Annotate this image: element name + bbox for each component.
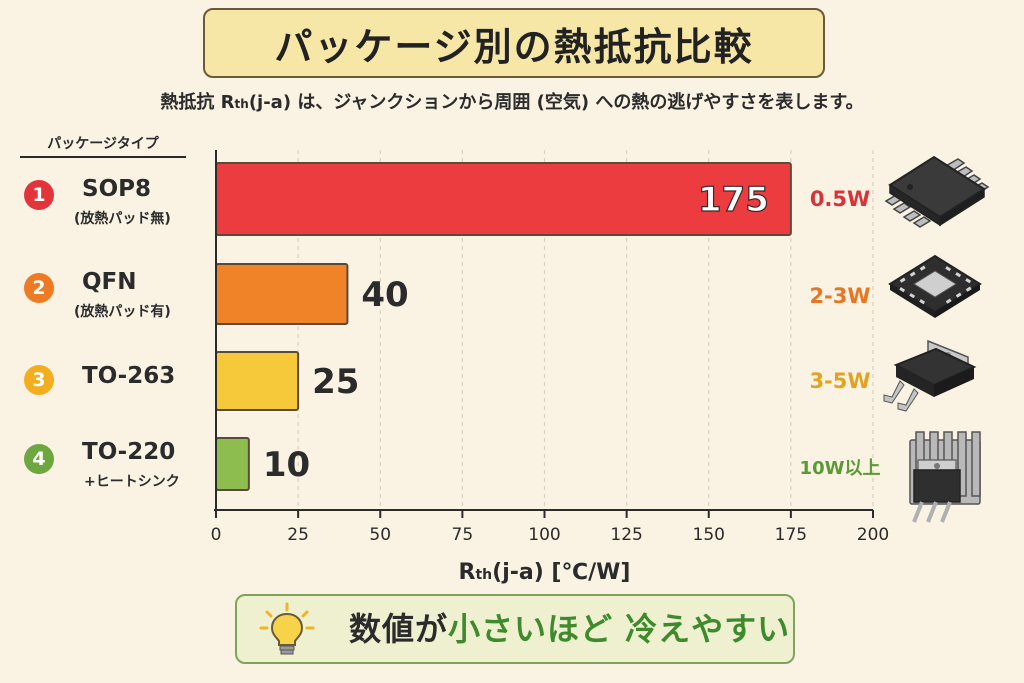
category-name: TO-263 xyxy=(82,363,176,389)
x-tick-label: 200 xyxy=(857,525,889,545)
data-label: 10 xyxy=(263,445,310,485)
power-rating-sop8: 0.5W xyxy=(809,187,871,211)
number-badge: 3 xyxy=(24,365,54,395)
category-sop8: 1 SOP8 (放熱パッド無) xyxy=(24,170,224,234)
category-note: (放熱パッド無) xyxy=(74,211,171,227)
power-rating-qfn: 2-3W xyxy=(809,284,871,308)
package-type-header: パッケージタイプ xyxy=(20,133,186,158)
category-name: SOP8 xyxy=(82,176,151,202)
tip-part1: 数値が xyxy=(349,610,449,648)
tip-highlight-small: 小さいほど xyxy=(448,610,614,648)
x-tick-label: 100 xyxy=(528,525,560,545)
category-qfn: 2 QFN (放熱パッド有) xyxy=(24,263,224,327)
bar-qfn xyxy=(215,263,349,325)
category-to220: 4 TO-220 +ヒートシンク xyxy=(24,434,224,498)
x-tick-label: 150 xyxy=(693,525,725,545)
tip-spacer xyxy=(613,610,625,648)
data-label: 40 xyxy=(361,275,408,315)
sop8-chip-icon xyxy=(884,155,990,228)
category-note: +ヒートシンク xyxy=(84,474,180,490)
x-axis-label: Rth(j-a) [℃/W] xyxy=(459,560,631,585)
x-tick-label: 75 xyxy=(452,525,474,545)
x-tick-label: 50 xyxy=(369,525,391,545)
x-tick-label: 175 xyxy=(775,525,807,545)
data-label: 25 xyxy=(312,362,359,402)
x-tick-label: 25 xyxy=(287,525,309,545)
tip-box: 数値が小さいほど 冷えやすい xyxy=(235,594,795,664)
number-badge: 1 xyxy=(24,180,54,210)
x-tick-label: 0 xyxy=(211,525,222,545)
power-rating-to263: 3-5W xyxy=(809,369,871,393)
category-to263: 3 TO-263 xyxy=(24,362,224,426)
number-badge: 2 xyxy=(24,273,54,303)
bar-to-220 xyxy=(215,437,250,491)
category-note: (放熱パッド有) xyxy=(74,304,171,320)
category-name: TO-220 xyxy=(82,439,176,465)
power-rating-to220: 10W以上 xyxy=(799,458,881,479)
subtitle-pre: 熱抵抗 R xyxy=(160,92,235,113)
subtitle-post: (j-a) は、ジャンクションから周囲 (空気) への熱の逃げやすさを表します。 xyxy=(248,92,864,113)
number-badge: 4 xyxy=(24,444,54,474)
page-title: パッケージ別の熱抵抗比較 xyxy=(203,8,825,78)
data-label: 175 xyxy=(698,180,769,220)
x-tick-label: 125 xyxy=(610,525,642,545)
page-subtitle: 熱抵抗 Rth(j-a) は、ジャンクションから周囲 (空気) への熱の逃げやす… xyxy=(0,88,1024,114)
lightbulb-icon xyxy=(259,602,315,655)
bar-to-263 xyxy=(215,351,300,411)
tip-text: 数値が小さいほど 冷えやすい xyxy=(349,596,790,662)
category-name: QFN xyxy=(82,269,137,295)
subtitle-sub: th xyxy=(234,97,249,111)
to263-package-icon xyxy=(883,339,977,412)
qfn-chip-icon xyxy=(888,254,982,318)
to220-heatsink-icon xyxy=(909,431,981,523)
tip-highlight-cool: 冷えやすい xyxy=(625,610,791,648)
